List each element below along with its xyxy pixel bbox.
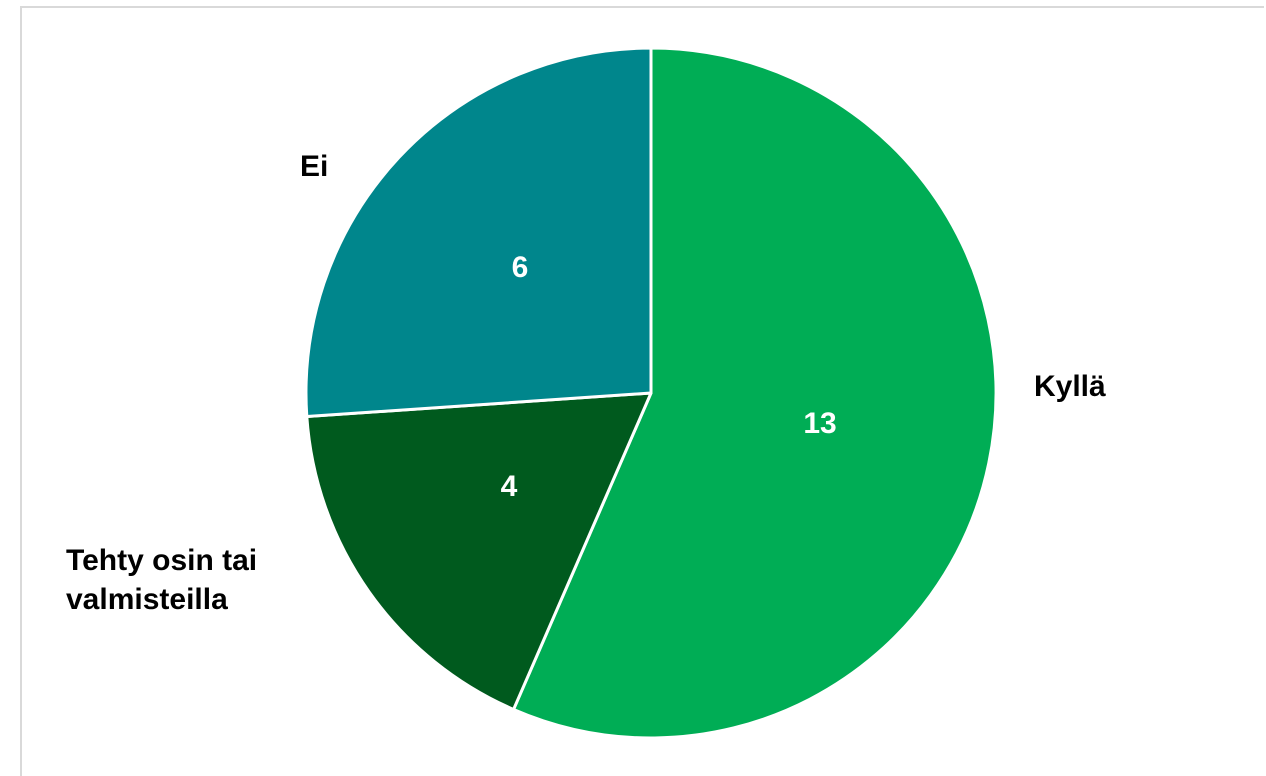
pie-category-label-line: Ei (300, 150, 328, 183)
pie-slice-3 (304, 46, 653, 419)
pie-category-labels: Kyllä Tehty osin tai valmisteilla Ei (66, 150, 1106, 616)
pie-slice-1 (512, 46, 998, 740)
pie-category-label-2: Tehty osin tai valmisteilla (66, 544, 257, 616)
pie-category-label-line: Tehty osin tai (66, 544, 257, 577)
chart-frame (20, 6, 1264, 776)
pie-value-label-1: 13 (803, 407, 836, 440)
pie-value-label-2: 4 (501, 470, 518, 503)
pie-slices (304, 46, 998, 740)
pie-category-label-1: Kyllä (1034, 370, 1106, 403)
pie-category-label-line: Kyllä (1034, 370, 1106, 403)
pie-slice-2 (305, 391, 653, 711)
pie-category-label-line: valmisteilla (66, 583, 228, 616)
pie-value-label-3: 6 (512, 251, 529, 284)
pie-category-label-3: Ei (300, 150, 328, 183)
pie-value-labels: 13 4 6 (501, 251, 837, 503)
